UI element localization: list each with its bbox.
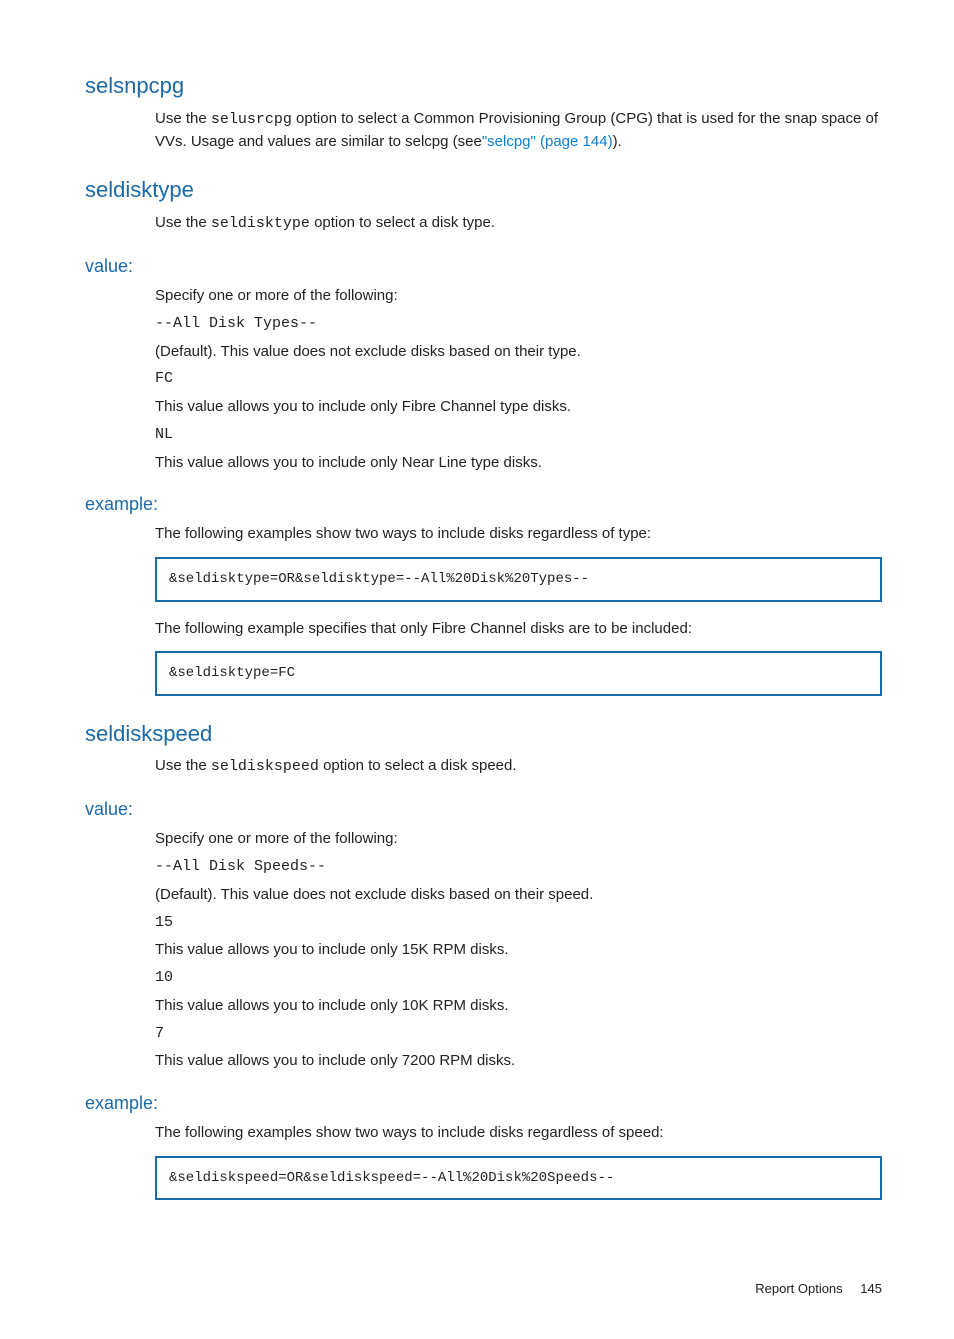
body-seldisktype-example: The following examples show two ways to …	[155, 523, 882, 695]
footer-page-number: 145	[860, 1281, 882, 1296]
option-code: NL	[155, 424, 882, 446]
codebox: &seldisktype=FC	[155, 651, 882, 695]
inline-code: seldisktype	[211, 215, 310, 232]
codebox: &seldisktype=OR&seldisktype=--All%20Disk…	[155, 557, 882, 601]
inline-code: seldiskspeed	[211, 758, 319, 775]
option-code: 10	[155, 967, 882, 989]
footer-label: Report Options	[755, 1281, 842, 1296]
text-fragment: option to select a disk type.	[310, 214, 495, 231]
seldisktype-intro: Use the seldisktype option to select a d…	[155, 212, 882, 235]
text-fragment: Use the	[155, 214, 211, 231]
heading-seldiskspeed-example: example:	[85, 1090, 882, 1116]
option-desc: This value allows you to include only 72…	[155, 1050, 882, 1072]
text-fragment: Use the	[155, 110, 211, 127]
codebox: &seldiskspeed=OR&seldiskspeed=--All%20Di…	[155, 1156, 882, 1200]
option-desc: This value allows you to include only Ne…	[155, 452, 882, 474]
text-fragment: Use the	[155, 757, 211, 774]
seldiskspeed-intro: Use the seldiskspeed option to select a …	[155, 755, 882, 778]
option-code: --All Disk Speeds--	[155, 856, 882, 878]
heading-selsnpcpg: selsnpcpg	[85, 70, 882, 102]
value-intro: Specify one or more of the following:	[155, 285, 882, 307]
option-desc: This value allows you to include only 15…	[155, 939, 882, 961]
example-text: The following example specifies that onl…	[155, 618, 882, 640]
example-text: The following examples show two ways to …	[155, 523, 882, 545]
value-intro: Specify one or more of the following:	[155, 828, 882, 850]
heading-seldisktype-value: value:	[85, 253, 882, 279]
option-desc: This value allows you to include only 10…	[155, 995, 882, 1017]
option-code: --All Disk Types--	[155, 313, 882, 335]
inline-code: selusrcpg	[211, 111, 292, 128]
option-code: 15	[155, 912, 882, 934]
option-code: FC	[155, 368, 882, 390]
body-selsnpcpg: Use the selusrcpg option to select a Com…	[155, 108, 882, 153]
body-seldisktype-intro: Use the seldisktype option to select a d…	[155, 212, 882, 235]
heading-seldisktype: seldisktype	[85, 174, 882, 206]
example-text: The following examples show two ways to …	[155, 1122, 882, 1144]
option-desc: (Default). This value does not exclude d…	[155, 884, 882, 906]
body-seldiskspeed-intro: Use the seldiskspeed option to select a …	[155, 755, 882, 778]
heading-seldisktype-example: example:	[85, 491, 882, 517]
text-fragment: ).	[613, 133, 622, 150]
xref-selcpg[interactable]: "selcpg" (page 144)	[482, 133, 613, 150]
heading-seldiskspeed: seldiskspeed	[85, 718, 882, 750]
body-seldisktype-value: Specify one or more of the following: --…	[155, 285, 882, 473]
option-code: 7	[155, 1023, 882, 1045]
page-footer: Report Options 145	[85, 1280, 882, 1299]
body-seldiskspeed-example: The following examples show two ways to …	[155, 1122, 882, 1200]
text-fragment: option to select a disk speed.	[319, 757, 517, 774]
heading-seldiskspeed-value: value:	[85, 796, 882, 822]
option-desc: (Default). This value does not exclude d…	[155, 341, 882, 363]
body-seldiskspeed-value: Specify one or more of the following: --…	[155, 828, 882, 1072]
selsnpcpg-intro: Use the selusrcpg option to select a Com…	[155, 108, 882, 153]
option-desc: This value allows you to include only Fi…	[155, 396, 882, 418]
